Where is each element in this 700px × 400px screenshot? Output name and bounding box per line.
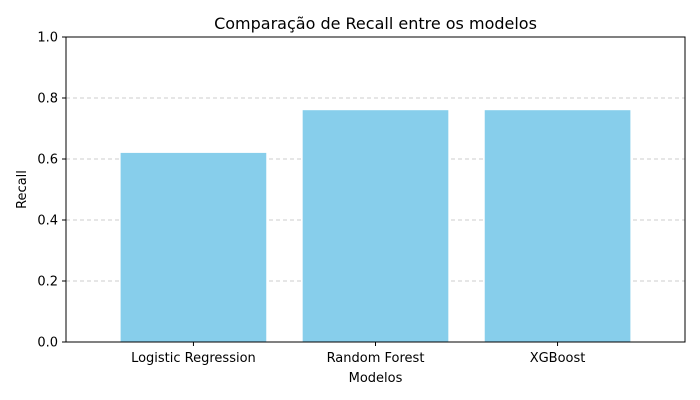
y-tick-label: 0.2 <box>37 275 58 290</box>
bar-logistic-regression <box>120 152 267 342</box>
x-tick-label: Random Forest <box>327 351 425 366</box>
x-tick-label: XGBoost <box>530 351 586 366</box>
y-tick-label: 0.6 <box>37 153 58 168</box>
y-tick-label: 0.8 <box>37 92 58 107</box>
bars <box>120 110 631 342</box>
x-axis-ticks: Logistic Regression Random Forest XGBoost <box>131 342 585 366</box>
y-axis-label: Recall <box>15 170 30 209</box>
y-tick-label: 1.0 <box>37 31 58 46</box>
chart-title: Comparação de Recall entre os modelos <box>214 14 537 33</box>
bar-xgboost <box>484 110 631 342</box>
y-tick-label: 0.4 <box>37 214 58 229</box>
bar-random-forest <box>302 110 449 342</box>
y-axis-ticks: 0.0 0.2 0.4 0.6 0.8 1.0 <box>37 31 66 351</box>
x-axis-label: Modelos <box>349 371 403 386</box>
x-tick-label: Logistic Regression <box>131 351 256 366</box>
y-tick-label: 0.0 <box>37 336 58 351</box>
